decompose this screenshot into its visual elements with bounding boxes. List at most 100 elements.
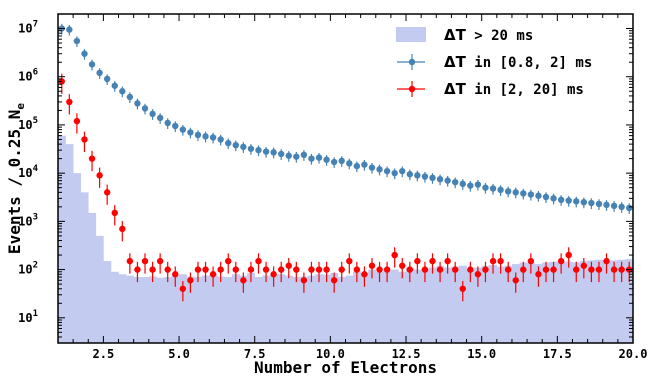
hist-bar: [345, 275, 354, 343]
y-axis-title: Events / 0.25 Ne: [5, 103, 27, 255]
hist-bar: [156, 277, 165, 343]
red-series-point: [81, 136, 88, 143]
hist-bar: [572, 262, 581, 343]
red-series-point: [527, 257, 535, 265]
hist-bar: [269, 274, 278, 343]
red-series-point: [255, 257, 262, 265]
hist-bar: [436, 265, 445, 343]
x-tick-label: 12.5: [392, 347, 421, 361]
blue-series-point: [467, 182, 474, 189]
hist-bar: [398, 271, 407, 343]
red-series-point: [134, 266, 141, 273]
hist-bar: [194, 277, 203, 343]
hist-bar: [216, 276, 225, 343]
red-series-point: [391, 251, 398, 259]
hist-bar: [179, 274, 187, 343]
red-series-point: [96, 172, 103, 179]
red-series-point: [172, 271, 179, 278]
red-series-point: [610, 266, 618, 273]
red-series-point: [406, 266, 414, 273]
blue-series-point: [603, 201, 610, 209]
red-series-point: [436, 266, 444, 273]
blue-series-point: [565, 197, 572, 204]
x-tick-label: 10.0: [316, 347, 345, 361]
blue-series-point: [580, 198, 588, 206]
hist-bar: [511, 264, 520, 343]
red-series-point: [232, 266, 239, 273]
blue-series-point: [489, 185, 497, 192]
blue-series-point: [270, 149, 277, 156]
red-series-point: [141, 257, 149, 265]
hist-bar: [110, 271, 119, 343]
legend-label: ΔT in [0.8, 2] ms: [444, 53, 592, 71]
red-series-point: [277, 266, 285, 273]
red-series-point: [187, 277, 194, 284]
blue-series-point: [187, 129, 194, 136]
hist-bar: [421, 268, 430, 343]
legend-label: ΔT in [2, 20] ms: [444, 80, 584, 98]
blue-series-point: [391, 169, 398, 177]
blue-series-point: [119, 88, 126, 95]
legend: ΔT > 20 ms ΔT in [0.8, 2] ms ΔT in [2, 20]…: [396, 26, 592, 98]
red-series-point: [126, 257, 134, 265]
blue-series-point: [217, 136, 224, 143]
hist-bar: [330, 272, 339, 343]
legend-marker: [408, 85, 416, 93]
y-tick-label: 102: [18, 261, 38, 277]
blue-series-point: [452, 178, 459, 186]
hist-bar: [284, 275, 293, 343]
y-tick-label: 106: [18, 68, 38, 84]
red-series-point: [156, 257, 164, 265]
blue-series-point: [353, 162, 361, 170]
red-series-point: [73, 117, 81, 125]
blue-series-point: [277, 150, 285, 158]
red-series-point: [353, 266, 361, 273]
blue-series-point: [96, 69, 103, 77]
red-series-point: [338, 266, 345, 273]
red-series-point: [557, 257, 565, 265]
hist-bar: [428, 267, 437, 343]
hist-bar: [466, 269, 475, 343]
blue-series-point: [149, 110, 156, 118]
hist-bar: [277, 274, 286, 343]
red-series-point: [194, 266, 202, 273]
red-series-point: [368, 262, 376, 269]
blue-series-point: [550, 195, 557, 202]
hist-bar: [232, 274, 240, 343]
blue-series-point: [512, 189, 519, 196]
red-series-point: [270, 271, 277, 278]
red-series-point: [512, 277, 519, 284]
red-series-point: [149, 266, 156, 273]
x-tick-label: 20.0: [619, 347, 648, 361]
hist-bar: [610, 260, 619, 343]
hist-bar: [542, 262, 551, 343]
blue-series-point: [156, 114, 164, 122]
hist-bar: [496, 266, 505, 343]
blue-series-point: [527, 191, 535, 198]
hist-bar: [141, 277, 150, 343]
blue-series-point: [330, 158, 338, 166]
blue-series-point: [436, 175, 444, 183]
blue-series-point: [361, 161, 368, 168]
hist-bar: [262, 275, 271, 343]
blue-series-point: [172, 122, 179, 130]
blue-series-point: [202, 133, 209, 140]
red-series-point: [361, 271, 368, 278]
hist-bar: [65, 144, 74, 343]
blue-series-point: [376, 166, 383, 173]
hist-bar: [557, 261, 566, 343]
blue-series-point: [383, 167, 391, 175]
blue-series-point: [588, 199, 595, 207]
hist-bar: [239, 275, 248, 343]
blue-series-point: [66, 26, 73, 33]
red-series-point: [444, 257, 451, 265]
blue-series-point: [179, 126, 187, 133]
hist-bar: [617, 259, 626, 343]
red-series-point: [504, 266, 512, 273]
hist-bar: [300, 276, 308, 343]
blue-series-point: [73, 37, 81, 45]
blue-series-point: [542, 193, 550, 201]
blue-series-point: [141, 105, 149, 112]
red-series-point: [103, 189, 111, 196]
